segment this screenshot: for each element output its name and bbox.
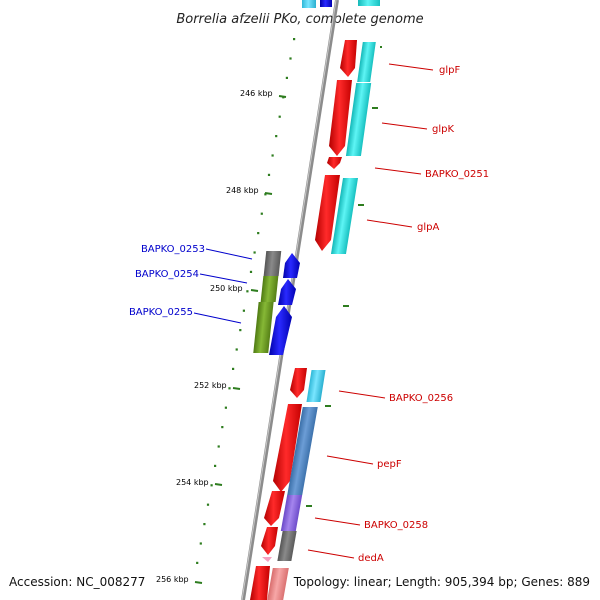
leader-line xyxy=(338,390,386,399)
cds-glpK xyxy=(329,80,352,156)
ruler-dot xyxy=(228,387,231,390)
blast-BAPKO_0255 xyxy=(253,302,274,353)
leader-line xyxy=(326,455,374,465)
ruler-dot xyxy=(203,523,206,526)
ruler-dot xyxy=(253,251,256,254)
blast-glpA xyxy=(330,178,359,254)
left-labels: BAPKO_0253 BAPKO_0254 BAPKO_0255 xyxy=(129,244,253,324)
ruler-dot xyxy=(260,212,263,215)
cds-glpF xyxy=(340,40,357,77)
gene-label-BAPKO_0253[interactable]: BAPKO_0253 xyxy=(141,244,205,255)
leader-line xyxy=(366,219,413,228)
ruler-dot xyxy=(249,270,253,273)
blast-glpF xyxy=(357,42,376,82)
leader-line xyxy=(381,122,428,130)
map-title: Borrelia afzelii PKo, complete genome xyxy=(176,12,423,27)
cds-BAPKO_0255 xyxy=(269,306,292,355)
cds-BAPKO_0251 xyxy=(327,157,342,169)
ruler-dot xyxy=(232,367,235,370)
blast-BAPKO_0256 xyxy=(306,370,326,402)
ruler-ticks: 246 kbp 248 kbp 250 kbp 252 kbp 254 kbp … xyxy=(156,89,287,584)
topology-text: Topology: linear; Length: 905,394 bp; Ge… xyxy=(293,575,590,589)
ruler-dot xyxy=(199,542,202,545)
blast-BAPKO_0254 xyxy=(260,276,279,302)
leader-line xyxy=(374,167,422,175)
ruler-dot xyxy=(221,426,224,429)
ruler-tick xyxy=(232,387,241,390)
ruler-dot xyxy=(235,348,238,351)
blast-dedA xyxy=(277,531,297,561)
reverse-track xyxy=(253,251,300,355)
blast-BAPKO_0253 xyxy=(263,251,282,276)
cds-dedA xyxy=(261,527,278,555)
ruler-dot xyxy=(239,329,242,332)
ruler-dot xyxy=(264,193,267,196)
tick-label: 252 kbp xyxy=(194,381,227,390)
tick-label: 256 kbp xyxy=(156,575,189,584)
ruler-dot xyxy=(206,503,210,506)
leader-line xyxy=(314,517,361,526)
gene-label-BAPKO_0258[interactable]: BAPKO_0258 xyxy=(364,520,428,531)
ruler-dot xyxy=(285,76,288,79)
gene-label-BAPKO_0255[interactable]: BAPKO_0255 xyxy=(129,307,193,318)
right-labels: glpF glpK BAPKO_0251 glpA BAPKO_0256 pep… xyxy=(307,63,489,564)
blast-BAPKO_0258 xyxy=(280,495,303,531)
leader-line xyxy=(307,549,355,559)
leader-line xyxy=(199,273,248,284)
leader-line xyxy=(388,63,434,71)
gene-label-pepF[interactable]: pepF xyxy=(377,459,402,470)
ruler-dot xyxy=(217,445,220,448)
cds-bottom xyxy=(250,566,270,600)
forward-cds-track xyxy=(250,40,357,600)
blast-pepF xyxy=(287,407,318,495)
cds-BAPKO_0253 xyxy=(283,253,300,278)
cds-glpA xyxy=(315,175,340,251)
ruler-dot xyxy=(293,38,296,41)
feature-blue-top xyxy=(320,0,332,7)
ruler-dot xyxy=(224,406,227,409)
ruler-dot xyxy=(289,57,292,60)
blast-bottom xyxy=(267,568,289,600)
ruler-tick xyxy=(264,192,273,195)
ruler-dot xyxy=(271,154,274,157)
ruler-tick xyxy=(214,483,223,486)
cds-BAPKO_0254 xyxy=(278,279,296,305)
ruler-tick xyxy=(194,581,203,584)
ruler-dot xyxy=(196,561,199,564)
gene-label-glpA[interactable]: glpA xyxy=(417,222,439,233)
cds-BAPKO_0258 xyxy=(264,491,285,526)
ruler-dot xyxy=(278,115,281,118)
feature-cyan-top xyxy=(302,0,316,8)
forward-blast-track xyxy=(267,42,376,600)
gene-label-BAPKO_0256[interactable]: BAPKO_0256 xyxy=(389,393,453,404)
gene-label-BAPKO_0251[interactable]: BAPKO_0251 xyxy=(425,169,489,180)
cds-BAPKO_0256 xyxy=(290,368,307,398)
cds-bottom-tick xyxy=(262,557,272,562)
gene-label-glpK[interactable]: glpK xyxy=(432,124,454,135)
ruler-dot xyxy=(214,464,217,467)
tick-label: 246 kbp xyxy=(240,89,273,98)
ruler-tick xyxy=(278,95,287,98)
ruler-dot xyxy=(275,135,278,138)
gene-label-dedA[interactable]: dedA xyxy=(358,553,384,564)
tick-label: 250 kbp xyxy=(210,284,243,293)
ruler-dot xyxy=(210,484,213,487)
ruler-dot xyxy=(267,173,271,176)
gene-label-BAPKO_0254[interactable]: BAPKO_0254 xyxy=(135,269,199,280)
gene-label-glpF[interactable]: glpF xyxy=(439,65,460,76)
feature-cyan-top-2 xyxy=(358,0,380,6)
ruler-tick xyxy=(250,289,259,292)
ruler-dot xyxy=(257,232,260,235)
ruler-dot xyxy=(242,309,245,312)
cds-pepF xyxy=(273,404,302,492)
ruler-dot xyxy=(246,290,249,293)
blast-glpK xyxy=(345,83,372,156)
tick-label: 254 kbp xyxy=(176,478,209,487)
accession-text: Accession: NC_008277 xyxy=(9,575,145,589)
tick-label: 248 kbp xyxy=(226,186,259,195)
leader-line xyxy=(205,248,253,260)
inner-ticks xyxy=(306,46,382,507)
leader-line xyxy=(193,312,242,324)
